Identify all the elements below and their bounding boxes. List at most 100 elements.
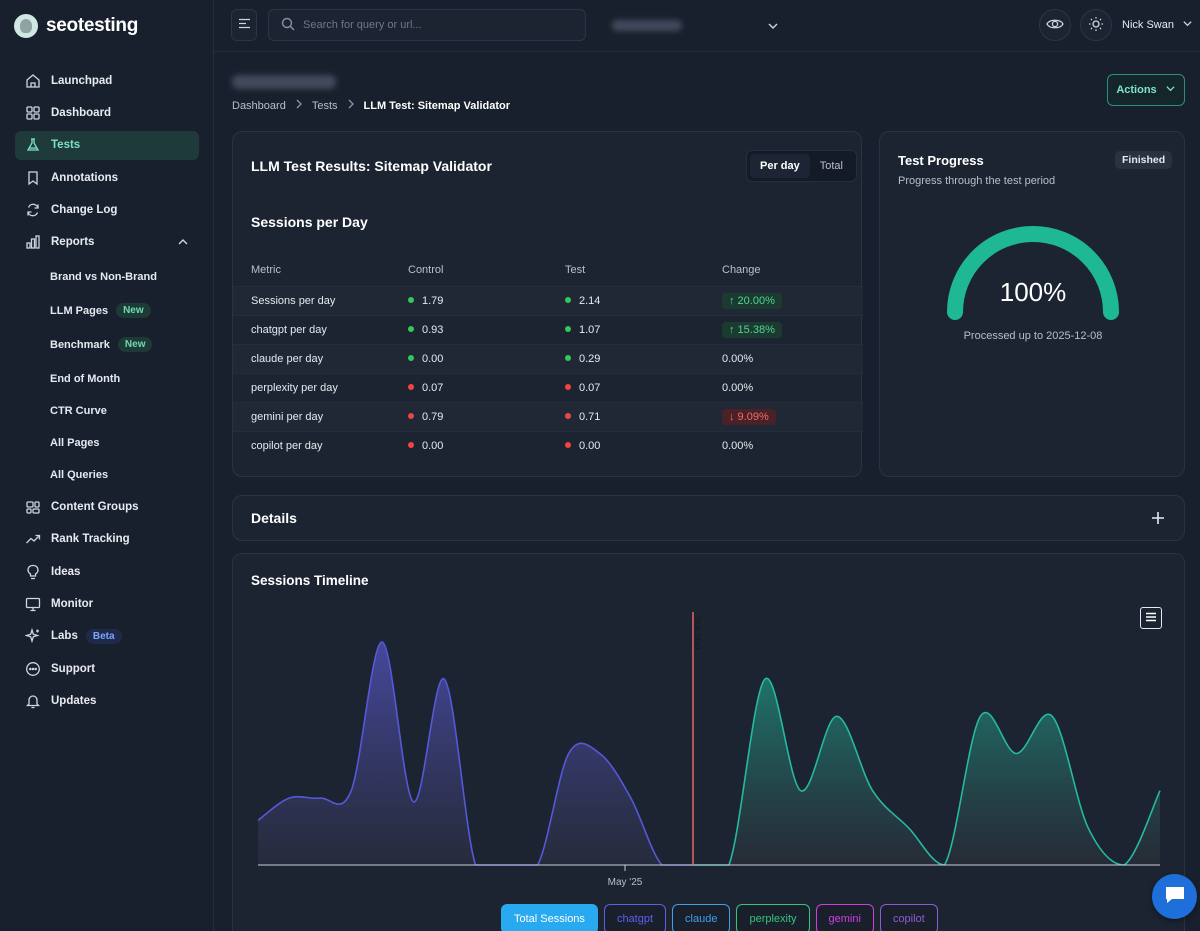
sidebar-item-content-groups[interactable]: Content Groups bbox=[15, 492, 199, 521]
sidebar-item-launchpad[interactable]: Launchpad bbox=[15, 66, 199, 95]
chevron-down-icon bbox=[1182, 18, 1193, 32]
sidebar-item-label: Annotations bbox=[51, 171, 119, 184]
change-value: 0.00% bbox=[722, 439, 754, 452]
sidebar: seotesting Launchpad Dashboard Tests Ann… bbox=[0, 0, 214, 931]
site-title-redacted bbox=[232, 75, 336, 89]
cell-change: 0.00% bbox=[704, 343, 863, 373]
sidebar-item-dashboard[interactable]: Dashboard bbox=[15, 98, 199, 127]
logo[interactable]: seotesting bbox=[14, 14, 138, 38]
toggle-per-day[interactable]: Per day bbox=[750, 154, 810, 178]
test-value: 0.00 bbox=[579, 439, 601, 452]
new-badge: New bbox=[116, 303, 151, 319]
breadcrumb-dashboard[interactable]: Dashboard bbox=[232, 99, 286, 112]
cell-control: 0.79 bbox=[390, 401, 547, 431]
flask-icon bbox=[24, 136, 42, 154]
control-value: 0.00 bbox=[422, 352, 444, 365]
sidebar-item-label: Support bbox=[51, 662, 96, 675]
home-icon bbox=[24, 72, 42, 90]
status-dot bbox=[565, 412, 571, 419]
status-dot bbox=[408, 412, 414, 419]
processed-date: Processed up to 2025-12-08 bbox=[963, 330, 1103, 342]
sidebar-subitem-benchmark[interactable]: Benchmark New bbox=[15, 330, 199, 359]
live-chat-button[interactable] bbox=[1152, 874, 1197, 919]
sidebar-subitem-llm-pages[interactable]: LLM Pages New bbox=[15, 296, 199, 325]
cell-control: 0.93 bbox=[390, 314, 547, 344]
status-dot bbox=[565, 325, 571, 332]
sidebar-item-label: Rank Tracking bbox=[51, 533, 130, 546]
sidebar-item-tests[interactable]: Tests bbox=[15, 130, 199, 160]
sidebar-item-monitor[interactable]: Monitor bbox=[15, 590, 199, 619]
legend-chatgpt[interactable]: chatgpt bbox=[603, 904, 667, 931]
test-value: 0.07 bbox=[579, 381, 601, 394]
sidebar-item-ideas[interactable]: Ideas bbox=[15, 557, 199, 586]
sidebar-item-label: Launchpad bbox=[51, 74, 113, 87]
status-dot bbox=[408, 441, 414, 448]
control-series-area bbox=[258, 641, 693, 865]
table-row: claude per day 0.00 0.29 0.00% bbox=[233, 343, 863, 373]
search-input[interactable] bbox=[303, 19, 563, 31]
test-value: 0.71 bbox=[579, 410, 601, 423]
timeline-card: Sessions Timeline May '25 Test Start Tot… bbox=[232, 553, 1185, 931]
test-series-area bbox=[693, 678, 1160, 865]
sidebar-subitem-end-of-month[interactable]: End of Month bbox=[15, 364, 199, 393]
cell-control: 0.00 bbox=[390, 343, 547, 373]
metric-name: claude per day bbox=[251, 352, 324, 365]
sidebar-item-rank-tracking[interactable]: Rank Tracking bbox=[15, 525, 199, 554]
status-dot bbox=[565, 296, 571, 303]
bulb-icon bbox=[24, 563, 42, 581]
legend-total-sessions[interactable]: Total Sessions bbox=[501, 904, 598, 931]
sidebar-subitem-all-queries[interactable]: All Queries bbox=[15, 460, 199, 489]
control-value: 0.07 bbox=[422, 381, 444, 394]
sidebar-item-updates[interactable]: Updates bbox=[15, 687, 199, 716]
sidebar-item-support[interactable]: Support bbox=[15, 654, 199, 683]
sidebar-subitem-brand-vs-non-brand[interactable]: Brand vs Non-Brand bbox=[15, 262, 199, 291]
breadcrumb-tests[interactable]: Tests bbox=[311, 99, 338, 112]
status-dot bbox=[565, 383, 571, 390]
sidebar-item-annotations[interactable]: Annotations bbox=[15, 163, 199, 192]
actions-button[interactable]: Actions bbox=[1107, 74, 1185, 106]
status-dot bbox=[408, 325, 414, 332]
metric-name: copilot per day bbox=[251, 439, 323, 452]
control-value: 0.79 bbox=[422, 410, 444, 423]
legend-copilot[interactable]: copilot bbox=[879, 904, 938, 931]
legend-gemini[interactable]: gemini bbox=[815, 904, 874, 931]
legend-claude[interactable]: claude bbox=[672, 904, 731, 931]
cell-test: 0.00 bbox=[547, 430, 704, 460]
cell-change: ↑ 15.38% bbox=[704, 314, 863, 344]
metric-name: Sessions per day bbox=[251, 294, 336, 307]
details-card[interactable]: Details bbox=[232, 495, 1185, 541]
column-header-control: Control bbox=[408, 263, 444, 276]
column-header-test: Test bbox=[565, 263, 586, 276]
sidebar-subitem-ctr-curve[interactable]: CTR Curve bbox=[15, 396, 199, 425]
sidebar-toggle-button[interactable] bbox=[231, 9, 257, 41]
chart-menu-button[interactable] bbox=[1140, 607, 1162, 629]
table-row: perplexity per day 0.07 0.07 0.00% bbox=[233, 372, 863, 402]
cell-control: 1.79 bbox=[390, 285, 547, 315]
control-value: 0.93 bbox=[422, 323, 444, 336]
sidebar-item-label: Content Groups bbox=[51, 500, 139, 513]
test-value: 0.29 bbox=[579, 352, 601, 365]
progress-percent: 100% bbox=[999, 277, 1067, 307]
site-select[interactable] bbox=[604, 9, 789, 41]
table-row: gemini per day 0.79 0.71 ↓ 9.09% bbox=[233, 401, 863, 431]
test-start-label: Test Start bbox=[693, 616, 702, 651]
plus-icon[interactable] bbox=[1150, 510, 1166, 529]
sidebar-subitem-label: CTR Curve bbox=[50, 404, 107, 417]
preview-button[interactable] bbox=[1039, 9, 1071, 41]
sidebar-item-reports[interactable]: Reports bbox=[15, 228, 199, 257]
legend-perplexity[interactable]: perplexity bbox=[736, 904, 810, 931]
column-header-change: Change bbox=[722, 263, 761, 276]
test-value: 2.14 bbox=[579, 294, 601, 307]
bar-chart-icon bbox=[24, 233, 42, 251]
menu-icon bbox=[238, 18, 251, 32]
logo-mark-icon bbox=[14, 14, 38, 38]
theme-toggle-button[interactable] bbox=[1080, 9, 1112, 41]
sidebar-item-labs[interactable]: Labs Beta bbox=[15, 622, 199, 651]
chevron-right-icon bbox=[347, 99, 355, 112]
sidebar-item-change-log[interactable]: Change Log bbox=[15, 196, 199, 225]
chevron-up-icon[interactable] bbox=[177, 236, 189, 251]
user-menu[interactable]: Nick Swan bbox=[1122, 18, 1193, 32]
brand-name: seotesting bbox=[46, 15, 139, 36]
toggle-total[interactable]: Total bbox=[819, 160, 843, 172]
sidebar-subitem-all-pages[interactable]: All Pages bbox=[15, 428, 199, 457]
